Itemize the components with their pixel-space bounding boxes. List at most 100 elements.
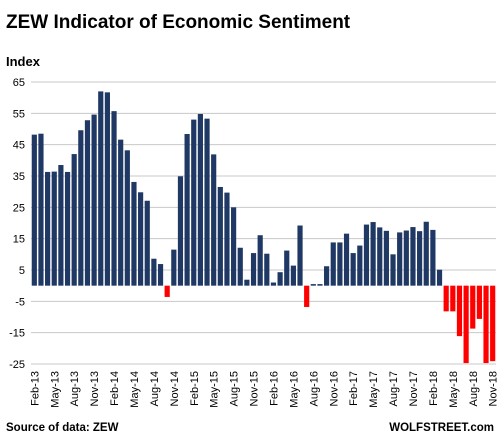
x-tick-label: Nov-16: [328, 371, 340, 406]
x-tick-layer: Feb-13 May-13 Aug-13 Nov-13 Feb-14 May-14 Aug-…: [29, 371, 499, 408]
bar-May-16: [290, 265, 296, 286]
bar-Apr-13: [45, 171, 51, 286]
bar-Dec-14: [177, 176, 184, 286]
x-tick-label: Nov-17: [408, 371, 420, 406]
bar-Jun-15: [217, 186, 223, 286]
bar-Mar-14: [118, 139, 124, 286]
bar-Aug-17: [390, 254, 396, 286]
bar-Jun-17: [377, 227, 383, 286]
bar-Nov-13: [91, 114, 97, 286]
bar-Aug-13: [71, 154, 77, 286]
bar-Jan-14: [104, 92, 110, 286]
bar-May-13: [51, 171, 57, 286]
x-tick-label: May-16: [288, 371, 300, 408]
x-tick-label: Nov-18: [488, 371, 499, 406]
bar-Dec-17: [417, 231, 423, 286]
bar-Jul-14: [144, 200, 150, 286]
x-tick-label: Aug-15: [229, 371, 241, 406]
bar-Apr-14: [124, 150, 130, 286]
y-tick-label: 55: [13, 108, 25, 120]
bar-Sep-18: [476, 285, 482, 319]
bar-Mar-15: [197, 113, 203, 286]
bar-Sep-17: [397, 232, 403, 286]
bar-Sep-13: [78, 130, 84, 286]
bar-May-17: [370, 222, 376, 286]
bar-May-15: [211, 154, 217, 286]
bar-Apr-17: [363, 224, 370, 286]
bar-Apr-16: [284, 250, 290, 286]
x-tick-label: Feb-17: [348, 371, 360, 406]
x-tick-label: Feb-13: [29, 371, 41, 406]
y-tick-label: 15: [13, 234, 25, 246]
bar-Feb-15: [191, 119, 197, 286]
bar-Mar-13: [38, 133, 44, 286]
bar-Feb-17: [350, 253, 356, 286]
bar-Oct-16: [324, 266, 330, 286]
x-tick-label: Feb-16: [268, 371, 280, 406]
bar-Dec-16: [337, 242, 343, 286]
bar-Mar-18: [436, 269, 443, 286]
bar-Oct-13: [84, 120, 91, 286]
y-tick-layer: -25 -15 -5 5 15 25 35 45 55 65: [9, 77, 25, 371]
bar-Jun-14: [138, 192, 144, 286]
chart-title: ZEW Indicator of Economic Sentiment: [6, 12, 351, 33]
y-axis-label: Index: [6, 54, 41, 69]
bar-Mar-17: [357, 245, 363, 286]
bar-Nov-15: [250, 253, 257, 286]
bar-Oct-18: [483, 285, 489, 364]
x-tick-label: Nov-15: [249, 371, 261, 406]
bar-Jun-18: [456, 285, 463, 337]
y-tick-label: -15: [9, 328, 25, 340]
bar-Jan-17: [343, 233, 350, 286]
bar-Dec-15: [257, 235, 263, 286]
bar-Jun-13: [58, 165, 64, 286]
brand-label: WOLFSTREET.com: [389, 422, 494, 434]
y-tick-label: -25: [9, 359, 25, 371]
source-note: Source of data: ZEW: [6, 422, 119, 434]
x-tick-label: Aug-17: [388, 371, 400, 406]
bar-Jan-18: [423, 221, 429, 286]
x-tick-label: May-15: [209, 371, 221, 408]
x-tick-label: Feb-14: [109, 371, 121, 406]
x-tick-label: May-18: [448, 371, 460, 408]
y-tick-label: -5: [15, 296, 25, 308]
bar-Aug-16: [310, 284, 316, 286]
bar-Sep-16: [317, 284, 323, 286]
bar-Nov-16: [330, 242, 336, 286]
x-tick-label: May-17: [368, 371, 380, 408]
bar-Jul-15: [224, 192, 230, 286]
bar-Jan-15: [184, 134, 190, 286]
bar-Oct-17: [403, 230, 409, 286]
x-tick-label: Feb-15: [189, 371, 201, 406]
bar-May-14: [131, 181, 137, 286]
bar-Mar-16: [277, 272, 283, 286]
x-tick-label: May-14: [129, 371, 141, 408]
bar-Aug-14: [151, 258, 157, 286]
bar-Sep-15: [237, 247, 243, 286]
y-tick-label: 5: [19, 265, 25, 277]
x-tick-label: Aug-14: [149, 371, 161, 406]
bar-Aug-18: [470, 285, 476, 329]
x-tick-label: Feb-18: [428, 371, 440, 406]
bar-Aug-15: [231, 207, 237, 286]
bar-Jul-17: [383, 230, 389, 286]
bar-Nov-14: [171, 249, 177, 286]
bar-Jun-16: [297, 225, 303, 286]
bar-Dec-13: [98, 91, 104, 286]
y-tick-label: 35: [13, 171, 25, 183]
bar-Feb-14: [111, 111, 117, 286]
x-tick-label: Aug-18: [468, 371, 480, 406]
x-tick-label: Nov-14: [169, 371, 181, 406]
bar-Nov-18: [490, 285, 496, 362]
bar-Oct-15: [244, 279, 250, 286]
bar-Oct-14: [164, 285, 170, 297]
x-tick-label: Aug-13: [69, 371, 81, 406]
bar-Apr-18: [443, 285, 449, 312]
bar-layer: [31, 91, 496, 364]
bar-Nov-17: [410, 227, 416, 286]
x-tick-label: May-13: [49, 371, 61, 408]
bar-Jul-13: [64, 171, 71, 286]
y-tick-label: 65: [13, 77, 25, 89]
